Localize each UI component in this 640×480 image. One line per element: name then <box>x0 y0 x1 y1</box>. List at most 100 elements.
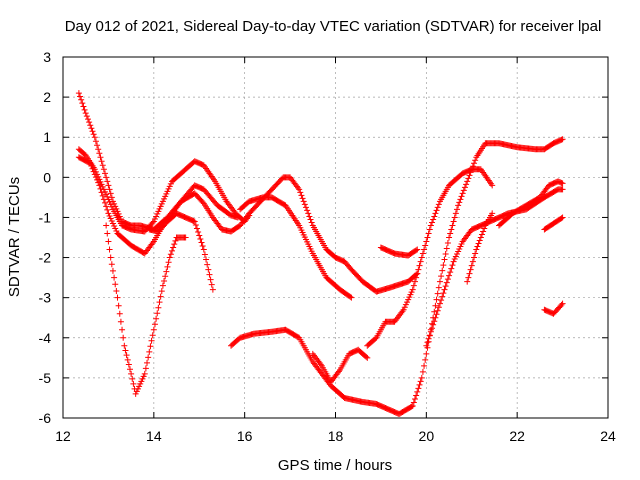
data-point <box>203 256 210 263</box>
data-point <box>460 187 467 194</box>
data-point <box>98 158 105 165</box>
data-point <box>413 247 420 254</box>
data-point <box>104 193 111 200</box>
data-point <box>158 200 165 207</box>
series-track-13 <box>496 178 566 229</box>
data-point <box>117 318 124 325</box>
data-point <box>434 204 441 211</box>
data-point <box>449 222 456 229</box>
data-point <box>207 276 214 283</box>
data-point <box>90 168 97 175</box>
data-point <box>441 286 448 293</box>
data-point <box>102 188 109 195</box>
data-point <box>100 166 107 173</box>
data-point <box>449 262 456 269</box>
data-point <box>103 222 110 229</box>
series-track-5 <box>103 222 189 397</box>
data-point <box>104 230 111 237</box>
data-point <box>107 215 114 222</box>
data-point <box>104 206 111 213</box>
data-point <box>429 219 436 226</box>
data-point <box>145 354 152 361</box>
data-point <box>106 212 113 219</box>
data-point <box>448 265 455 272</box>
series-track-9 <box>364 166 496 349</box>
data-point <box>433 207 440 214</box>
data-point <box>422 356 429 363</box>
data-point <box>468 262 475 269</box>
data-point <box>122 347 129 354</box>
data-point <box>164 263 171 270</box>
data-point <box>206 271 213 278</box>
data-point <box>421 246 428 253</box>
data-point <box>153 213 160 220</box>
data-point <box>440 262 447 269</box>
data-point <box>448 226 455 233</box>
y-tick-label: -1 <box>39 209 52 225</box>
x-tick-label: 14 <box>146 428 162 444</box>
data-point <box>128 370 135 377</box>
data-point <box>414 246 421 253</box>
data-point <box>142 365 149 372</box>
y-tick-label: -6 <box>39 410 52 426</box>
data-point <box>413 392 420 399</box>
data-point <box>82 110 89 117</box>
data-point <box>559 214 566 221</box>
y-tick-label: 2 <box>43 89 51 105</box>
data-point <box>402 301 409 308</box>
data-point <box>192 221 199 228</box>
data-point <box>103 191 110 198</box>
data-point <box>409 286 416 293</box>
data-point <box>432 210 439 217</box>
series-track-2 <box>75 146 253 235</box>
data-point <box>432 314 439 321</box>
y-tick-label: 1 <box>43 129 51 145</box>
data-point <box>161 277 168 284</box>
data-point <box>438 297 445 304</box>
data-point <box>411 278 418 285</box>
data-point <box>305 210 312 217</box>
data-point <box>80 103 87 110</box>
data-point <box>422 242 429 249</box>
data-point <box>434 307 441 314</box>
data-point <box>306 213 313 220</box>
data-point <box>163 190 170 197</box>
data-point <box>464 178 471 185</box>
data-point <box>559 136 566 143</box>
data-point <box>171 241 178 248</box>
data-point <box>418 254 425 261</box>
data-point <box>418 374 425 381</box>
data-point <box>465 274 472 281</box>
series-track-12 <box>377 244 421 259</box>
y-tick-label: -5 <box>39 370 52 386</box>
data-point <box>473 246 480 253</box>
data-point <box>105 238 112 245</box>
data-point <box>149 332 156 339</box>
data-point <box>114 294 121 301</box>
data-point <box>144 359 151 366</box>
data-point <box>97 185 104 192</box>
data-point <box>451 214 458 221</box>
data-point <box>161 195 168 202</box>
grid-lines <box>63 57 608 418</box>
x-axis-label: GPS time / hours <box>278 457 392 474</box>
data-point <box>414 388 421 395</box>
chart-title: Day 012 of 2021, Sidereal Day-to-day VTE… <box>65 18 602 35</box>
series-track-8 <box>309 346 371 385</box>
data-point <box>154 210 161 217</box>
data-point <box>195 228 202 235</box>
data-point <box>446 234 453 241</box>
data-point <box>435 284 442 291</box>
data-point <box>559 300 566 307</box>
data-point <box>436 300 443 307</box>
data-point <box>100 196 107 203</box>
data-point <box>196 232 203 239</box>
data-point <box>433 311 440 318</box>
data-point <box>199 243 206 250</box>
y-tick-label: -3 <box>39 290 52 306</box>
data-point <box>302 204 309 211</box>
data-point <box>457 196 464 203</box>
y-tick-label: -4 <box>39 330 52 346</box>
data-point <box>416 381 423 388</box>
data-point <box>453 251 460 258</box>
